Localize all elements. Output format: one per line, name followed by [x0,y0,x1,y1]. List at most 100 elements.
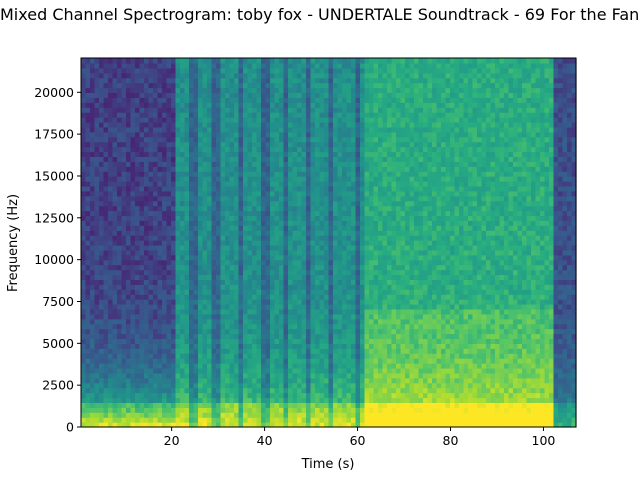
spectrogram-cell [373,318,379,325]
spectrogram-cell [252,348,258,354]
spectrogram-cell [81,156,87,162]
spectrogram-cell [126,412,132,418]
spectrogram-cell [207,141,213,148]
spectrogram-cell [279,338,285,344]
spectrogram-cell [108,274,114,280]
spectrogram-cell [274,412,280,418]
spectrogram-cell [157,402,163,408]
spectrogram-cell [261,141,267,148]
spectrogram-cell [166,397,172,403]
spectrogram-cell [355,72,361,79]
spectrogram-cell [292,284,298,290]
spectrogram-cell [184,200,190,207]
spectrogram-cell [265,62,271,69]
spectrogram-cell [135,141,141,148]
spectrogram-cell [184,151,190,157]
spectrogram-cell [139,348,145,354]
spectrogram-cell [288,417,294,423]
spectrogram-cell [130,107,136,113]
spectrogram-cell [148,249,154,256]
spectrogram-cell [261,185,267,192]
spectrogram-cell [139,112,145,118]
spectrogram-cell [261,348,267,354]
spectrogram-cell [171,220,177,226]
spectrogram-cell [351,417,357,423]
spectrogram-cell [328,146,334,153]
spectrogram-cell [310,417,316,423]
spectrogram-cell [324,82,330,89]
spectrogram-cell [333,279,339,285]
spectrogram-cell [148,102,154,108]
spectrogram-cell [310,205,316,212]
spectrogram-cell [189,225,195,231]
spectrogram-cell [297,402,303,408]
spectrogram-cell [148,377,154,384]
spectrogram-cell [103,215,109,221]
spectrogram-cell [130,156,136,162]
spectrogram-cell [301,200,307,207]
spectrogram-cell [126,156,132,162]
spectrogram-cell [310,77,316,84]
spectrogram-cell [324,215,330,221]
spectrogram-cell [256,387,262,394]
spectrogram-cell [171,377,177,384]
spectrogram-cell [247,117,253,123]
spectrogram-cell [247,299,253,305]
spectrogram-cell [117,205,123,212]
spectrogram-cell [94,112,100,118]
spectrogram-cell [364,264,370,271]
spectrogram-cell [139,294,145,300]
spectrogram-cell [234,181,240,187]
spectrogram-cell [247,304,253,310]
spectrogram-cell [157,422,163,428]
spectrogram-cell [364,422,370,428]
spectrogram-cell [189,126,195,133]
spectrogram-cell [378,294,384,300]
spectrogram-cell [369,363,375,369]
spectrogram-cell [220,392,226,399]
spectrogram-cell [90,259,96,266]
spectrogram-cell [288,156,294,162]
spectrogram-cell [99,112,105,118]
spectrogram-cell [328,176,334,182]
spectrogram-cell [306,333,312,340]
spectrogram-cell [373,333,379,340]
spectrogram-cell [373,136,379,143]
spectrogram-cell [283,166,289,172]
spectrogram-cell [130,363,136,369]
spectrogram-cell [360,141,366,148]
spectrogram-cell [166,240,172,246]
spectrogram-cell [346,304,352,310]
spectrogram-cell [157,151,163,157]
spectrogram-cell [220,215,226,221]
spectrogram-cell [328,412,334,418]
spectrogram-cell [99,333,105,340]
spectrogram-cell [247,195,253,202]
spectrogram-cell [247,397,253,403]
spectrogram-cell [378,308,384,315]
spectrogram-cell [121,279,127,285]
spectrogram-cell [373,230,379,236]
spectrogram-cell [369,235,375,241]
spectrogram-cell [373,304,379,310]
spectrogram-cell [180,77,186,84]
spectrogram-cell [184,107,190,113]
spectrogram-cell [238,397,244,403]
spectrogram-cell [256,397,262,403]
spectrogram-cell [148,77,154,84]
spectrogram-cell [225,215,231,221]
spectrogram-cell [130,62,136,69]
spectrogram-cell [85,353,91,359]
spectrogram-cell [112,97,118,103]
spectrogram-cell [166,348,172,354]
spectrogram-cell [378,407,384,413]
spectrogram-cell [189,367,195,374]
spectrogram-cell [256,82,262,89]
spectrogram-cell [310,299,316,305]
spectrogram-cell [90,112,96,118]
spectrogram-cell [261,87,267,94]
spectrogram-cell [216,195,222,202]
spectrogram-cell [328,318,334,325]
spectrogram-cell [342,156,348,162]
spectrogram-cell [99,195,105,202]
